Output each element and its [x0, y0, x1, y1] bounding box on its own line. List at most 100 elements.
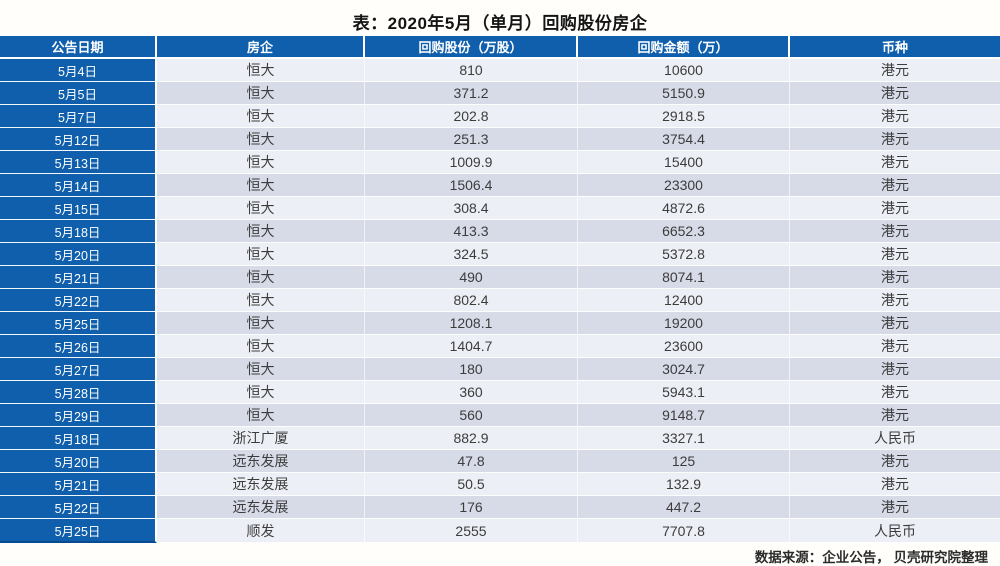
date-cell: 5月22日: [0, 496, 157, 519]
shares-cell: 1009.9: [365, 151, 578, 174]
table-row: 5月7日 恒大 202.8 2918.5 港元: [0, 105, 1000, 128]
company-cell: 恒大: [157, 105, 365, 128]
company-cell: 恒大: [157, 220, 365, 243]
date-cell: 5月18日: [0, 427, 157, 450]
shares-cell: 360: [365, 381, 578, 404]
currency-cell: 港元: [790, 220, 1000, 243]
amount-cell: 3754.4: [578, 128, 790, 151]
date-cell: 5月5日: [0, 82, 157, 105]
page-title: 表：2020年5月（单月）回购股份房企: [352, 14, 648, 33]
shares-cell: 371.2: [365, 82, 578, 105]
shares-cell: 308.4: [365, 197, 578, 220]
table-row: 5月25日 恒大 1208.1 19200 港元: [0, 312, 1000, 335]
amount-cell: 23600: [578, 335, 790, 358]
amount-cell: 3024.7: [578, 358, 790, 381]
amount-cell: 8074.1: [578, 266, 790, 289]
col-header-shares: 回购股份（万股）: [365, 36, 578, 59]
company-cell: 顺发: [157, 519, 365, 543]
currency-cell: 港元: [790, 312, 1000, 335]
shares-cell: 560: [365, 404, 578, 427]
amount-cell: 9148.7: [578, 404, 790, 427]
currency-cell: 港元: [790, 289, 1000, 312]
amount-cell: 5150.9: [578, 82, 790, 105]
company-cell: 恒大: [157, 381, 365, 404]
amount-cell: 447.2: [578, 496, 790, 519]
currency-cell: 港元: [790, 105, 1000, 128]
amount-cell: 5372.8: [578, 243, 790, 266]
shares-cell: 413.3: [365, 220, 578, 243]
table-row: 5月4日 恒大 810 10600 港元: [0, 59, 1000, 82]
buyback-table: 公告日期 房企 回购股份（万股） 回购金额（万） 币种 5月4日 恒大 810 106…: [0, 36, 1000, 543]
amount-cell: 125: [578, 450, 790, 473]
company-cell: 恒大: [157, 289, 365, 312]
amount-cell: 132.9: [578, 473, 790, 496]
date-cell: 5月28日: [0, 381, 157, 404]
col-header-currency: 币种: [790, 36, 1000, 59]
table-row: 5月21日 恒大 490 8074.1 港元: [0, 266, 1000, 289]
shares-cell: 1208.1: [365, 312, 578, 335]
date-cell: 5月7日: [0, 105, 157, 128]
shares-cell: 810: [365, 59, 578, 82]
date-cell: 5月20日: [0, 243, 157, 266]
table-row: 5月20日 恒大 324.5 5372.8 港元: [0, 243, 1000, 266]
date-cell: 5月12日: [0, 128, 157, 151]
table-row: 5月29日 恒大 560 9148.7 港元: [0, 404, 1000, 427]
company-cell: 恒大: [157, 404, 365, 427]
table-row: 5月22日 恒大 802.4 12400 港元: [0, 289, 1000, 312]
shares-cell: 47.8: [365, 450, 578, 473]
company-cell: 恒大: [157, 151, 365, 174]
company-cell: 恒大: [157, 82, 365, 105]
table-row: 5月12日 恒大 251.3 3754.4 港元: [0, 128, 1000, 151]
table-row: 5月20日 远东发展 47.8 125 港元: [0, 450, 1000, 473]
currency-cell: 港元: [790, 335, 1000, 358]
table-row: 5月21日 远东发展 50.5 132.9 港元: [0, 473, 1000, 496]
shares-cell: 50.5: [365, 473, 578, 496]
company-cell: 恒大: [157, 197, 365, 220]
date-cell: 5月21日: [0, 473, 157, 496]
table-row: 5月5日 恒大 371.2 5150.9 港元: [0, 82, 1000, 105]
date-cell: 5月27日: [0, 358, 157, 381]
amount-cell: 15400: [578, 151, 790, 174]
col-header-announce-date: 公告日期: [0, 36, 157, 59]
company-cell: 远东发展: [157, 496, 365, 519]
shares-cell: 251.3: [365, 128, 578, 151]
amount-cell: 12400: [578, 289, 790, 312]
date-cell: 5月25日: [0, 519, 157, 543]
table-header-row: 公告日期 房企 回购股份（万股） 回购金额（万） 币种: [0, 36, 1000, 59]
data-source-note: 数据来源：企业公告， 贝壳研究院整理: [754, 550, 988, 565]
date-cell: 5月14日: [0, 174, 157, 197]
amount-cell: 3327.1: [578, 427, 790, 450]
currency-cell: 港元: [790, 358, 1000, 381]
shares-cell: 180: [365, 358, 578, 381]
date-cell: 5月15日: [0, 197, 157, 220]
amount-cell: 6652.3: [578, 220, 790, 243]
company-cell: 恒大: [157, 243, 365, 266]
amount-cell: 10600: [578, 59, 790, 82]
date-cell: 5月4日: [0, 59, 157, 82]
company-cell: 远东发展: [157, 450, 365, 473]
col-header-amount: 回购金额（万）: [578, 36, 790, 59]
date-cell: 5月25日: [0, 312, 157, 335]
currency-cell: 港元: [790, 496, 1000, 519]
currency-cell: 港元: [790, 266, 1000, 289]
shares-cell: 324.5: [365, 243, 578, 266]
table-row: 5月28日 恒大 360 5943.1 港元: [0, 381, 1000, 404]
table-row: 5月22日 远东发展 176 447.2 港元: [0, 496, 1000, 519]
table-row: 5月18日 浙江广厦 882.9 3327.1 人民币: [0, 427, 1000, 450]
company-cell: 远东发展: [157, 473, 365, 496]
currency-cell: 港元: [790, 404, 1000, 427]
table-row: 5月14日 恒大 1506.4 23300 港元: [0, 174, 1000, 197]
table-row: 5月15日 恒大 308.4 4872.6 港元: [0, 197, 1000, 220]
company-cell: 恒大: [157, 266, 365, 289]
date-cell: 5月18日: [0, 220, 157, 243]
amount-cell: 2918.5: [578, 105, 790, 128]
shares-cell: 202.8: [365, 105, 578, 128]
company-cell: 恒大: [157, 358, 365, 381]
table-row: 5月25日 顺发 2555 7707.8 人民币: [0, 519, 1000, 543]
company-cell: 恒大: [157, 59, 365, 82]
currency-cell: 港元: [790, 59, 1000, 82]
currency-cell: 港元: [790, 450, 1000, 473]
currency-cell: 港元: [790, 473, 1000, 496]
amount-cell: 23300: [578, 174, 790, 197]
